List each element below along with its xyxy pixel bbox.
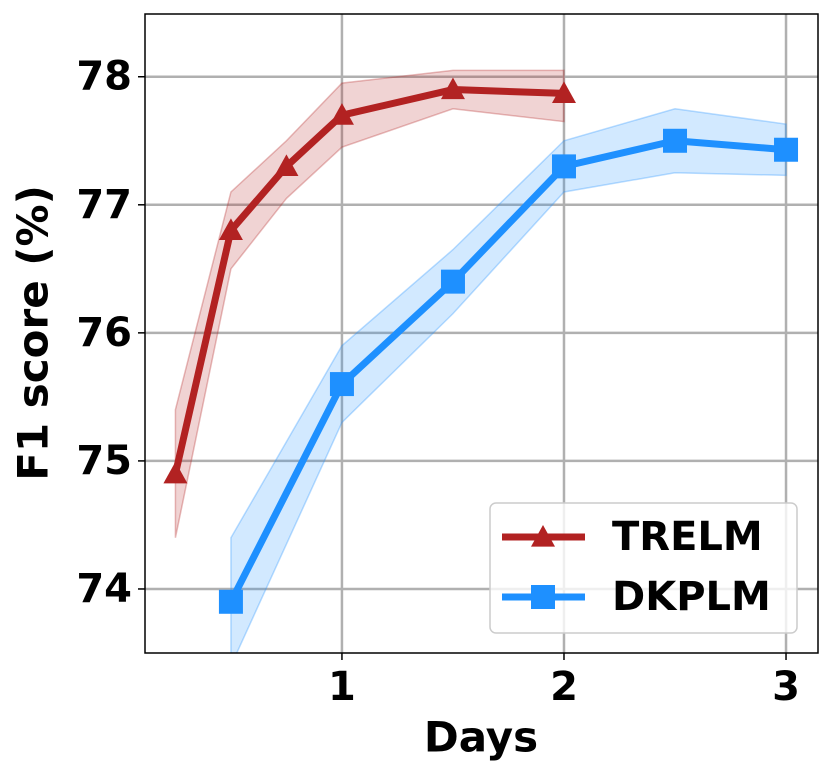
legend-label: TRELM xyxy=(612,514,763,560)
marker xyxy=(440,269,465,294)
marker xyxy=(663,128,688,153)
marker xyxy=(274,154,299,176)
y-tick-label: 76 xyxy=(76,310,132,356)
y-tick-label: 78 xyxy=(76,54,132,100)
marker xyxy=(218,589,243,614)
y-tick-label: 77 xyxy=(76,182,132,228)
marker xyxy=(163,461,188,484)
marker xyxy=(531,525,555,547)
marker xyxy=(531,585,555,609)
marker xyxy=(551,154,576,179)
x-axis-label: Days xyxy=(424,713,538,762)
axes: 74 75 76 77 78 1 2 3 xyxy=(76,54,800,710)
marker xyxy=(218,218,243,241)
marker xyxy=(329,103,354,125)
x-tick-label: 2 xyxy=(550,664,578,710)
error-band xyxy=(174,69,565,538)
y-tick-label: 74 xyxy=(76,566,132,612)
marker xyxy=(551,81,576,103)
series-line xyxy=(172,86,565,475)
legend: TRELM DKPLM xyxy=(489,502,798,634)
marker xyxy=(329,372,354,397)
plot-area xyxy=(163,69,799,653)
legend-label: DKPLM xyxy=(612,574,771,620)
marker xyxy=(440,77,465,100)
y-tick-label: 75 xyxy=(76,438,132,484)
marker xyxy=(774,137,799,162)
series-line xyxy=(227,137,787,604)
x-tick-label: 1 xyxy=(328,664,356,710)
x-tick-label: 3 xyxy=(772,664,800,710)
y-axis-label: F1 score (%) xyxy=(9,185,58,481)
